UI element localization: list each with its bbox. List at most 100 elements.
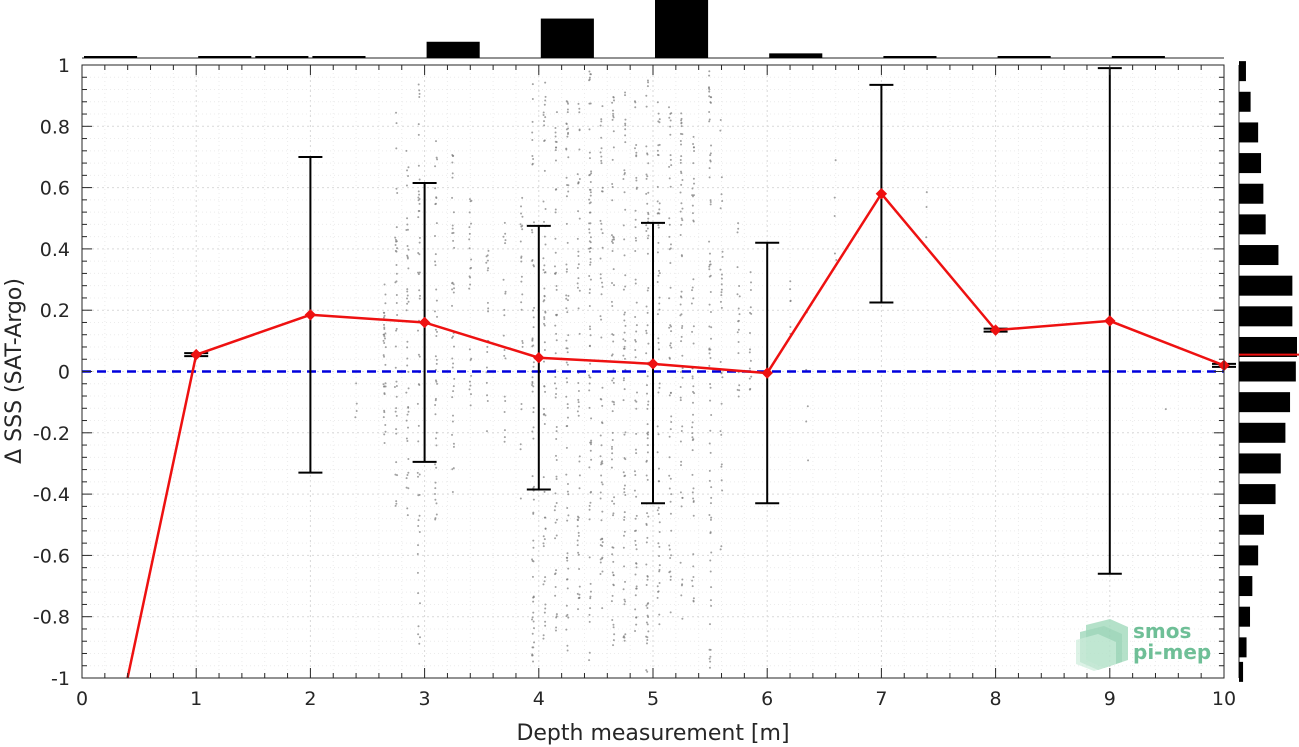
y-tick-label: 1 (58, 55, 70, 77)
scatter-point (692, 497, 695, 500)
scatter-point (554, 127, 557, 130)
scatter-point (610, 300, 613, 303)
scatter-point (383, 441, 386, 444)
scatter-point (612, 235, 615, 238)
scatter-point (588, 613, 591, 616)
scatter-point (646, 375, 649, 378)
scatter-point (578, 474, 581, 477)
scatter-point (623, 191, 626, 194)
scatter-point (588, 304, 591, 307)
scatter-point (396, 313, 399, 316)
scatter-point (669, 342, 672, 345)
scatter-point (418, 241, 421, 244)
scatter-point (452, 211, 455, 214)
scatter-point (503, 395, 506, 398)
scatter-point (748, 351, 751, 354)
scatter-point (542, 257, 545, 260)
scatter-point (600, 190, 603, 193)
scatter-point (542, 476, 545, 479)
scatter-point (406, 290, 409, 293)
scatter-point (670, 325, 673, 328)
scatter-point (600, 481, 603, 484)
scatter-point (555, 288, 558, 291)
scatter-point (709, 559, 712, 562)
scatter-point (565, 446, 568, 449)
scatter-point (668, 235, 671, 238)
scatter-point (708, 263, 711, 266)
scatter-point (612, 333, 615, 336)
scatter-point (612, 514, 615, 517)
scatter-point (646, 451, 649, 454)
scatter-point (646, 437, 649, 440)
scatter-point (635, 154, 638, 157)
scatter-point (656, 281, 659, 284)
scatter-point (544, 390, 547, 393)
scatter-point (709, 399, 712, 402)
scatter-point (394, 410, 397, 413)
scatter-point (418, 92, 421, 95)
scatter-point (645, 669, 648, 672)
scatter-point (554, 505, 557, 508)
scatter-point (395, 301, 398, 304)
scatter-point (657, 341, 660, 344)
scatter-point (396, 247, 399, 250)
scatter-point (469, 393, 472, 396)
x-tick-label: 6 (761, 688, 773, 710)
scatter-point (543, 103, 546, 106)
scatter-point (418, 473, 421, 476)
scatter-point (588, 231, 591, 234)
scatter-point (543, 139, 546, 142)
scatter-point (589, 222, 592, 225)
scatter-point (531, 98, 534, 101)
scatter-point (634, 209, 637, 212)
scatter-point (647, 213, 650, 216)
scatter-point (624, 124, 627, 127)
scatter-point (680, 430, 683, 433)
mean-marker (875, 188, 888, 200)
scatter-point (418, 253, 421, 256)
scatter-point (531, 616, 534, 619)
scatter-point (383, 355, 386, 358)
scatter-point (418, 89, 421, 92)
scatter-point (657, 467, 660, 470)
scatter-point (504, 290, 507, 293)
scatter-point (576, 515, 579, 518)
scatter-point (645, 604, 648, 607)
scatter-point (468, 232, 471, 235)
scatter-point (469, 358, 472, 361)
scatter-point (658, 348, 661, 351)
scatter-point (554, 352, 557, 355)
scatter-point (589, 102, 592, 105)
scatter-point (406, 223, 409, 226)
scatter-point (680, 183, 683, 186)
scatter-point (720, 288, 723, 291)
scatter-point (635, 623, 638, 626)
scatter-point (737, 341, 740, 344)
scatter-point (468, 287, 471, 290)
scatter-point (658, 269, 661, 272)
scatter-point (657, 112, 660, 115)
scatter-point (645, 305, 648, 308)
scatter-point (668, 435, 671, 438)
scatter-point (658, 480, 661, 483)
scatter-point (434, 264, 437, 267)
scatter-point (622, 338, 625, 341)
scatter-point (565, 377, 568, 380)
scatter-point (656, 149, 659, 152)
scatter-point (452, 467, 455, 470)
scatter-point (658, 212, 661, 215)
scatter-point (418, 96, 421, 99)
scatter-point (566, 351, 569, 354)
scatter-point (532, 309, 535, 312)
scatter-point (554, 251, 557, 254)
scatter-point (531, 384, 534, 387)
scatter-point (709, 531, 712, 534)
scatter-point (680, 296, 683, 299)
scatter-point (533, 641, 536, 644)
scatter-point (567, 493, 570, 496)
scatter-point (708, 167, 711, 170)
scatter-point (635, 452, 638, 455)
scatter-point (576, 286, 579, 289)
scatter-point (395, 407, 398, 410)
scatter-point (612, 340, 615, 343)
